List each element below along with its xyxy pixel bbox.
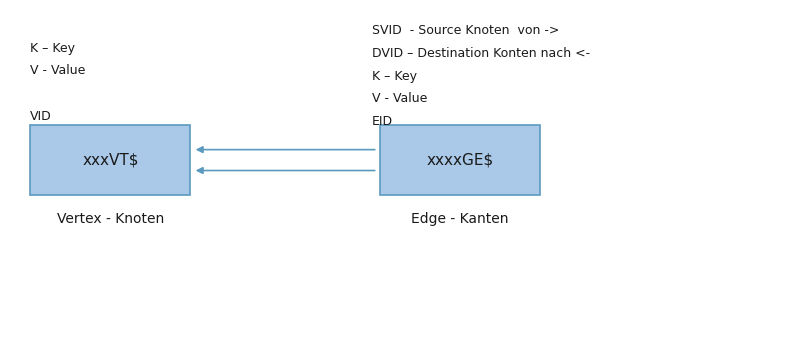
FancyBboxPatch shape [380, 125, 540, 195]
Text: V - Value: V - Value [30, 64, 86, 77]
FancyBboxPatch shape [30, 125, 190, 195]
Text: V - Value: V - Value [372, 92, 427, 105]
Text: VID: VID [30, 110, 52, 122]
Text: xxxxGE$: xxxxGE$ [426, 152, 494, 168]
Text: Vertex - Knoten: Vertex - Knoten [57, 212, 164, 226]
Text: DVID – Destination Konten nach <-: DVID – Destination Konten nach <- [372, 47, 590, 60]
Text: Edge - Kanten: Edge - Kanten [411, 212, 509, 226]
Text: K – Key: K – Key [30, 42, 75, 55]
Text: K – Key: K – Key [372, 70, 417, 82]
Text: EID: EID [372, 115, 393, 128]
Text: SVID  - Source Knoten  von ->: SVID - Source Knoten von -> [372, 24, 559, 37]
Text: xxxVT$: xxxVT$ [82, 152, 138, 168]
